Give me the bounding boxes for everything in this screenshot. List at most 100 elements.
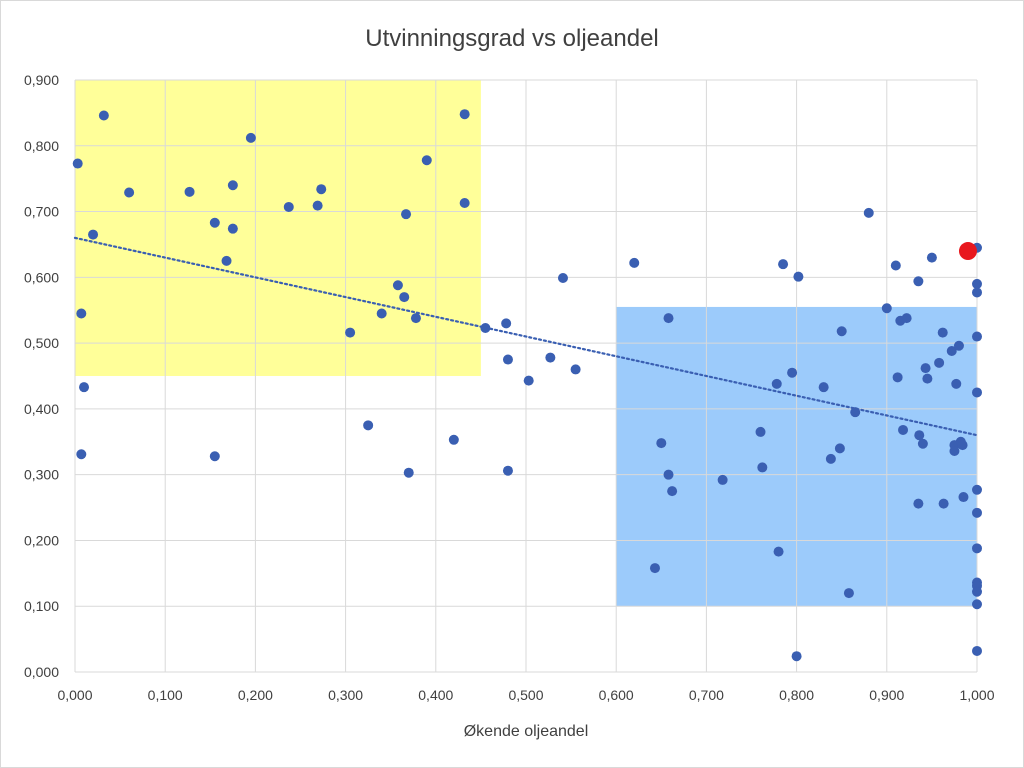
data-point	[221, 255, 232, 266]
data-point	[403, 467, 414, 478]
data-point	[649, 563, 660, 574]
y-tick-label: 0,500	[24, 335, 59, 351]
data-point	[946, 346, 957, 357]
data-point	[663, 313, 674, 324]
data-point	[898, 424, 909, 435]
data-point	[757, 462, 768, 473]
data-point	[545, 352, 556, 363]
data-point	[667, 486, 678, 497]
y-tick-label: 0,600	[24, 269, 59, 285]
data-point	[72, 158, 83, 169]
data-point	[972, 599, 982, 610]
data-point	[184, 186, 195, 197]
y-tick-label: 0,300	[24, 467, 59, 483]
y-tick-label: 0,400	[24, 401, 59, 417]
data-point	[843, 588, 854, 599]
data-point	[283, 201, 294, 212]
highlight-region-1	[75, 80, 481, 376]
data-point	[209, 217, 220, 228]
data-point	[791, 651, 802, 662]
data-point	[401, 209, 412, 220]
data-point	[972, 543, 982, 554]
data-point	[972, 586, 982, 597]
data-point	[502, 354, 513, 365]
data-point	[376, 308, 387, 319]
data-point	[245, 132, 256, 143]
data-point	[972, 331, 982, 342]
x-tick-labels: 0,000 0,100 0,200 0,300 0,400 0,500 0,600 0,700…	[57, 687, 994, 703]
data-point	[818, 382, 829, 393]
y-tick-label: 0,100	[24, 598, 59, 614]
data-point	[793, 271, 804, 282]
data-point	[410, 313, 421, 324]
data-point	[958, 492, 969, 503]
data-points	[72, 109, 982, 662]
data-point	[972, 645, 982, 656]
x-tick-label: 0,300	[328, 687, 363, 703]
data-point	[834, 443, 845, 454]
data-point	[88, 229, 99, 240]
data-point	[227, 223, 238, 234]
y-tick-label: 0,000	[24, 664, 59, 680]
x-tick-label: 0,100	[148, 687, 183, 703]
data-point	[557, 272, 568, 283]
data-point	[459, 198, 470, 209]
data-point	[937, 327, 948, 338]
x-tick-label: 0,500	[508, 687, 543, 703]
data-point	[890, 260, 901, 271]
x-tick-label: 0,800	[779, 687, 814, 703]
data-point	[771, 378, 782, 389]
y-tick-label: 0,200	[24, 532, 59, 548]
data-point	[913, 498, 924, 509]
data-point	[972, 387, 982, 398]
data-point	[316, 184, 327, 195]
y-tick-label: 0,800	[24, 138, 59, 154]
data-point	[972, 484, 982, 495]
data-point	[448, 434, 459, 445]
data-point	[972, 507, 982, 518]
data-point	[949, 445, 960, 456]
data-point	[480, 322, 491, 333]
data-point	[850, 407, 861, 418]
data-point	[836, 326, 847, 337]
data-point	[76, 449, 87, 460]
data-point	[778, 259, 789, 270]
data-point	[951, 378, 962, 389]
data-point	[501, 318, 512, 329]
y-tick-labels: 0,000 0,100 0,200 0,300 0,400 0,500 0,600 0,700…	[24, 72, 59, 680]
data-point	[787, 367, 798, 378]
data-point	[363, 420, 374, 431]
x-tick-label: 0,200	[238, 687, 273, 703]
data-point	[79, 382, 90, 393]
data-point	[920, 363, 931, 374]
data-point	[392, 280, 403, 291]
y-tick-label: 0,900	[24, 72, 59, 88]
x-tick-label: 0,600	[599, 687, 634, 703]
trendline	[73, 236, 979, 437]
x-tick-label: 0,900	[869, 687, 904, 703]
data-point	[459, 109, 470, 120]
data-point	[972, 287, 982, 298]
data-point	[629, 257, 640, 268]
x-tick-label: 0,700	[689, 687, 724, 703]
data-point	[914, 430, 925, 441]
data-point	[863, 207, 874, 218]
data-point	[502, 465, 513, 476]
data-point	[881, 303, 892, 314]
x-tick-label: 1,000	[959, 687, 994, 703]
highlighted-data-point	[958, 242, 977, 261]
data-point	[901, 313, 912, 324]
data-point	[922, 373, 933, 384]
data-point	[399, 292, 410, 303]
data-point	[917, 438, 928, 449]
chart-title: Utvinningsgrad vs oljeandel	[365, 25, 659, 52]
data-point	[773, 546, 784, 557]
data-point	[227, 180, 238, 191]
data-point	[717, 474, 728, 485]
data-point	[938, 498, 949, 509]
data-point	[957, 440, 968, 451]
gridlines	[74, 79, 978, 673]
data-point	[656, 438, 667, 449]
data-point	[345, 327, 356, 338]
